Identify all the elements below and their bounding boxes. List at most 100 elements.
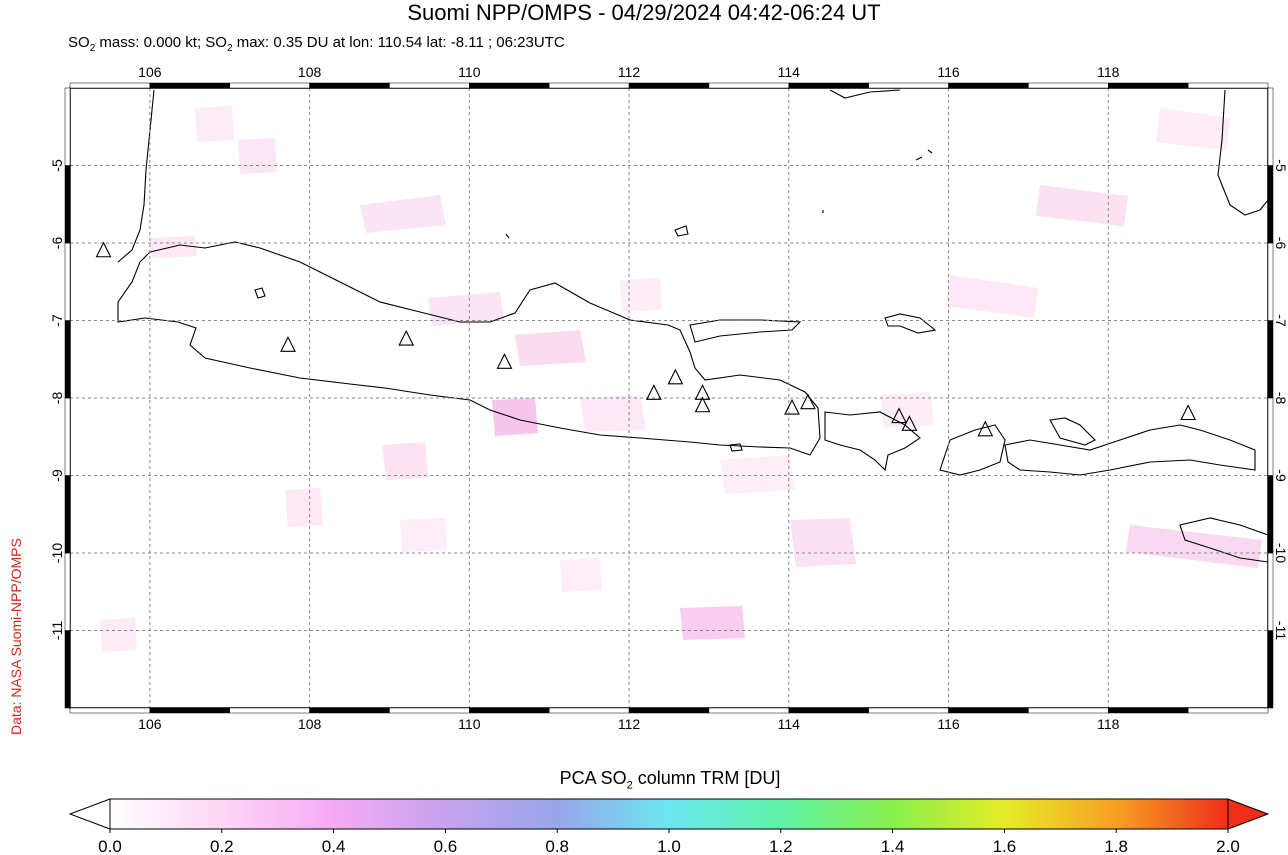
- border-segment: [1108, 707, 1189, 714]
- border-segment: [1108, 82, 1189, 89]
- lon-tick-label-top: 114: [778, 64, 801, 80]
- border-segment: [389, 82, 470, 89]
- lat-tick-label-left: -9: [49, 469, 65, 482]
- border-segment: [64, 475, 71, 554]
- border-segment: [64, 242, 71, 321]
- border-segment: [548, 82, 630, 89]
- subtitle-subscript-2: 2: [226, 43, 233, 54]
- volcano-marker: [667, 368, 684, 385]
- colorbar-title: PCA SO2 column TRM [DU]: [0, 768, 1288, 792]
- border-segment: [1187, 707, 1269, 714]
- border-segment: [64, 397, 71, 476]
- border-segment: [708, 82, 790, 89]
- coastlines: [117, 89, 1268, 563]
- border-segment: [708, 707, 790, 714]
- volcano-marker: [645, 384, 662, 400]
- border-segment: [1187, 82, 1269, 89]
- colorbar-gradient: [109, 798, 1229, 830]
- subtitle-subscript: 2: [89, 43, 96, 54]
- lon-tick-label-top: 112: [618, 64, 641, 80]
- lon-tick-label-bottom: 108: [298, 716, 322, 732]
- lon-tick-label-bottom: 112: [618, 716, 641, 732]
- subtitle-prefix: SO: [68, 34, 90, 51]
- lat-tick-label-right: -6: [1273, 237, 1288, 250]
- lon-tick-label-bottom: 106: [138, 716, 162, 732]
- border-segment: [1267, 87, 1274, 166]
- lon-tick-label-top: 108: [298, 64, 322, 80]
- border-segment: [69, 707, 151, 714]
- colorbar-tick-label: 0.8: [545, 837, 569, 855]
- border-segment: [1267, 552, 1274, 631]
- border-segment: [64, 630, 71, 709]
- volcano-marker: [784, 398, 800, 415]
- lat-tick-label-left: -11: [49, 621, 65, 640]
- lon-tick-label-bottom: 116: [937, 716, 960, 732]
- border-segment: [389, 707, 470, 714]
- border-segment: [1028, 707, 1109, 714]
- border-segment: [469, 82, 550, 89]
- colorbar-tick-label: 1.8: [1104, 837, 1128, 855]
- border-segment: [628, 82, 710, 89]
- lon-tick-label-top: 106: [138, 64, 162, 80]
- border-segment: [868, 82, 949, 89]
- volcano-marker: [95, 241, 112, 258]
- border-segment: [149, 82, 230, 89]
- volcano-marker: [1180, 404, 1197, 421]
- colorbar-tick-label: 1.0: [657, 837, 681, 855]
- graticule: [70, 88, 1268, 708]
- border-segment: [1267, 242, 1274, 321]
- map-axes: 106 106 108 108 110 110 112 112 114 114 116 116 118 1…: [49, 64, 1288, 732]
- border-segment: [868, 707, 949, 714]
- border-segment: [948, 707, 1029, 714]
- colorbar-tick-label: 2.0: [1216, 837, 1240, 855]
- border-segment: [1267, 630, 1274, 709]
- colorbar-tick-label: 0.2: [210, 837, 234, 855]
- colorbar-title-prefix: PCA SO: [559, 768, 627, 788]
- lat-tick-label-left: -7: [49, 314, 65, 327]
- lat-tick-label-right: -9: [1273, 469, 1288, 482]
- colorbar-tick-label: 0.4: [322, 837, 346, 855]
- border-segment: [309, 82, 390, 89]
- colorbar-tick-label: 0.0: [98, 837, 122, 855]
- lat-tick-label-right: -5: [1273, 159, 1288, 172]
- colorbar-max-arrow: [1227, 798, 1270, 830]
- border-segment: [948, 82, 1029, 89]
- colorbar-min-arrow: [68, 798, 111, 830]
- lon-tick-label-top: 116: [937, 64, 960, 80]
- border-segment: [64, 552, 71, 631]
- lat-tick-label-left: -8: [49, 392, 65, 405]
- volcano-marker: [800, 393, 816, 410]
- volcano-marker: [694, 396, 711, 413]
- border-segment: [229, 82, 310, 89]
- volcano-marker: [901, 415, 918, 431]
- border-segment: [1267, 165, 1274, 244]
- subtitle-rest: max: 0.35 DU at lon: 110.54 lat: -8.11 ;…: [232, 34, 565, 51]
- volcano-marker: [891, 407, 907, 424]
- lat-tick-label-left: -5: [49, 159, 65, 172]
- so2-pixels: [100, 106, 1262, 652]
- colorbar-tick-label: 1.4: [881, 837, 905, 855]
- border-segment: [548, 707, 630, 714]
- border-segment: [1028, 82, 1109, 89]
- map-subtitle: SO2 mass: 0.000 kt; SO2 max: 0.35 DU at …: [68, 34, 565, 58]
- border-segment: [64, 87, 71, 166]
- lat-tick-label-left: -6: [49, 237, 65, 250]
- map-title: Suomi NPP/OMPS - 04/29/2024 04:42-06:24 …: [407, 0, 881, 25]
- lat-tick-label-right: -10: [1273, 543, 1288, 563]
- border-segment: [628, 707, 710, 714]
- border-segment: [788, 707, 869, 714]
- map-plot: 106 106 108 108 110 110 112 112 114 114 116 116 118 1…: [49, 64, 1288, 732]
- border-segment: [1267, 475, 1274, 554]
- lat-tick-label-right: -8: [1273, 392, 1288, 405]
- volcano-marker: [977, 420, 994, 437]
- border-segment: [1267, 320, 1274, 399]
- map-frame: [69, 87, 1269, 709]
- border-segment: [64, 165, 71, 244]
- volcano-marker: [496, 353, 513, 369]
- colorbar-tick-label: 1.6: [993, 837, 1017, 855]
- lon-tick-label-bottom: 118: [1097, 716, 1120, 732]
- lon-tick-label-top: 118: [1097, 64, 1120, 80]
- border-segment: [309, 707, 390, 714]
- lon-tick-label-top: 110: [458, 64, 481, 80]
- subtitle-middle: mass: 0.000 kt; SO: [95, 34, 227, 51]
